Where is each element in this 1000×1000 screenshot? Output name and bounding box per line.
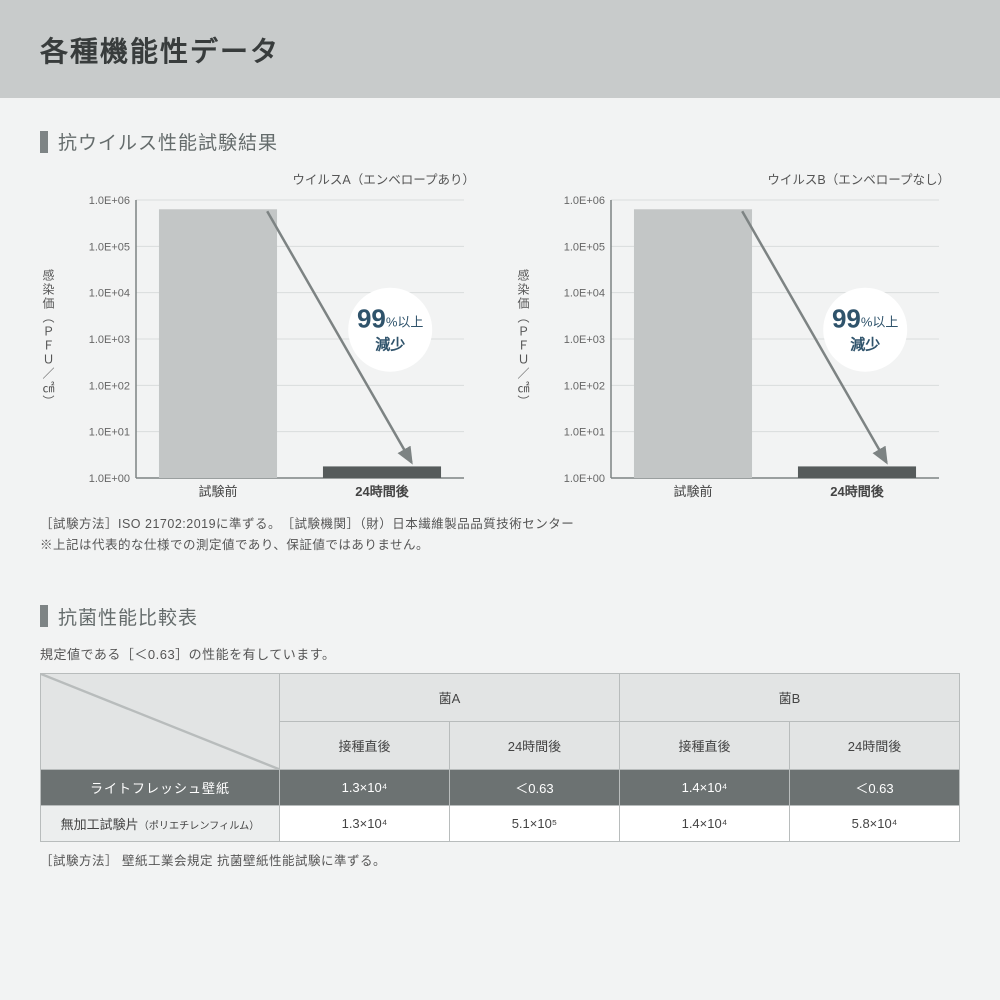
chart-b-svg-wrap: 1.0E+06 1.0E+05 1.0E+04 1.0E+03 1.0E+02 1.0E+…: [538, 194, 960, 504]
row2-c2: 1.4×10⁴: [619, 805, 789, 841]
svg-text:1.0E+06: 1.0E+06: [564, 195, 605, 207]
chart-a-frame: 感染価（ＰＦＵ／㎠） 1.0E+061.0E+051.0E+041.0E+031…: [40, 194, 485, 504]
svg-text:1.0E+00: 1.0E+00: [89, 473, 130, 485]
row1-c3: ＜0.63: [789, 769, 959, 805]
row2-label-main: 無加工試験片: [61, 817, 139, 832]
comparison-table: 菌A 菌B 接種直後 24時間後 接種直後 24時間後 ライトフレッシュ壁紙 1…: [40, 673, 960, 842]
svg-text:減少: 減少: [375, 336, 405, 354]
title-bar-icon: [40, 131, 48, 153]
svg-text:1.0E+04: 1.0E+04: [89, 288, 130, 300]
section1-note1: ［試験方法］ISO 21702:2019に準ずる。 ［試験機関］（財）日本繊維製…: [40, 514, 960, 535]
table-row-control: 無加工試験片（ポリエチレンフィルム） 1.3×10⁴ 5.1×10⁵ 1.4×1…: [41, 805, 960, 841]
svg-text:1.0E+05: 1.0E+05: [89, 241, 130, 253]
svg-text:試験前: 試験前: [673, 484, 712, 499]
table-row-product: ライトフレッシュ壁紙 1.3×10⁴ ＜0.63 1.4×10⁴ ＜0.63: [41, 769, 960, 805]
header-band: 各種機能性データ: [0, 0, 1000, 98]
svg-text:1.0E+05: 1.0E+05: [564, 241, 605, 253]
section2-subnote: 規定値である［＜0.63］の性能を有しています。: [40, 644, 960, 663]
page-title: 各種機能性データ: [40, 30, 960, 70]
col-group-b: 菌B: [619, 673, 959, 721]
chart-b-block: ウイルスB（エンベロープなし） 感染価（ＰＦＵ／㎠） 1.0E+061.0E+0…: [515, 169, 960, 504]
subhead-3: 24時間後: [789, 721, 959, 769]
row2-c0: 1.3×10⁴: [279, 805, 449, 841]
subhead-0: 接種直後: [279, 721, 449, 769]
table-header-row1: 菌A 菌B: [41, 673, 960, 721]
section2-footnote: ［試験方法］ 壁紙工業会規定 抗菌壁紙性能試験に準ずる。: [40, 850, 960, 869]
svg-text:1.0E+03: 1.0E+03: [564, 334, 605, 346]
col-group-a: 菌A: [279, 673, 619, 721]
content-area: 抗ウイルス性能試験結果 ウイルスA（エンベロープあり） 感染価（ＰＦＵ／㎠） 1…: [0, 98, 1000, 869]
section2-title: 抗菌性能比較表: [58, 603, 198, 630]
row2-label-paren: （ポリエチレンフィルム）: [139, 821, 260, 832]
chart-b-label: ウイルスB（エンベロープなし）: [515, 169, 960, 188]
chart-a-svg-wrap: 1.0E+06 1.0E+05 1.0E+04 1.0E+03 1.0E+02 1.0E+…: [63, 194, 485, 504]
svg-text:1.0E+00: 1.0E+00: [564, 473, 605, 485]
table-corner-cell: [41, 673, 280, 769]
svg-text:1.0E+03: 1.0E+03: [89, 334, 130, 346]
svg-text:1.0E+04: 1.0E+04: [564, 288, 605, 300]
svg-text:試験前: 試験前: [198, 484, 237, 499]
svg-text:24時間後: 24時間後: [830, 484, 884, 499]
section1-title: 抗ウイルス性能試験結果: [58, 128, 278, 155]
svg-text:1.0E+01: 1.0E+01: [89, 427, 130, 439]
svg-text:1.0E+02: 1.0E+02: [89, 380, 130, 392]
row2-c1: 5.1×10⁵: [449, 805, 619, 841]
row2-label: 無加工試験片（ポリエチレンフィルム）: [41, 805, 280, 841]
section1-note2: ※上記は代表的な仕様での測定値であり、保証値ではありません。: [40, 535, 960, 556]
row1-c2: 1.4×10⁴: [619, 769, 789, 805]
row2-c3: 5.8×10⁴: [789, 805, 959, 841]
chart-b-svg: 1.0E+06 1.0E+05 1.0E+04 1.0E+03 1.0E+02 1.0E+…: [538, 194, 960, 504]
subhead-2: 接種直後: [619, 721, 789, 769]
section1-notes: ［試験方法］ISO 21702:2019に準ずる。 ［試験機関］（財）日本繊維製…: [40, 514, 960, 557]
svg-text:減少: 減少: [850, 336, 880, 354]
chart-a-label: ウイルスA（エンベロープあり）: [40, 169, 485, 188]
chart-b-frame: 感染価（ＰＦＵ／㎠） 1.0E+061.0E+051.0E+041.0E+031…: [515, 194, 960, 504]
chart-a-yaxis-title: 感染価（ＰＦＵ／㎠）: [40, 269, 63, 429]
section2: 抗菌性能比較表 規定値である［＜0.63］の性能を有しています。 菌A 菌B 接…: [40, 603, 960, 869]
charts-row: ウイルスA（エンベロープあり） 感染価（ＰＦＵ／㎠） 1.0E+061.0E+0…: [40, 169, 960, 504]
section1-title-row: 抗ウイルス性能試験結果: [40, 128, 960, 155]
row1-c0: 1.3×10⁴: [279, 769, 449, 805]
chart-a-svg: 1.0E+06 1.0E+05 1.0E+04 1.0E+03 1.0E+02 1.0E+…: [63, 194, 485, 504]
chart-b-yaxis-title: 感染価（ＰＦＵ／㎠）: [515, 269, 538, 429]
svg-text:1.0E+06: 1.0E+06: [89, 195, 130, 207]
section2-title-row: 抗菌性能比較表: [40, 603, 960, 630]
svg-text:1.0E+02: 1.0E+02: [564, 380, 605, 392]
title-bar-icon: [40, 605, 48, 627]
svg-text:24時間後: 24時間後: [355, 484, 409, 499]
row1-c1: ＜0.63: [449, 769, 619, 805]
subhead-1: 24時間後: [449, 721, 619, 769]
svg-text:1.0E+01: 1.0E+01: [564, 427, 605, 439]
chart-a-block: ウイルスA（エンベロープあり） 感染価（ＰＦＵ／㎠） 1.0E+061.0E+0…: [40, 169, 485, 504]
row1-label: ライトフレッシュ壁紙: [41, 769, 280, 805]
